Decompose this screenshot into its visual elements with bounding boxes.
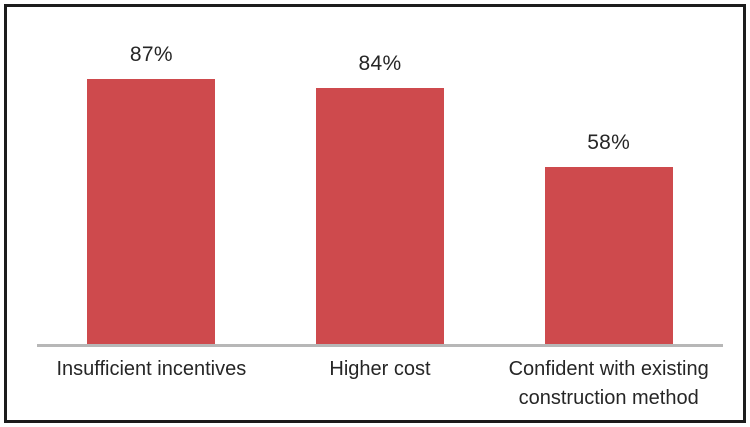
value-label: 58%: [587, 131, 631, 154]
plot-area: 87% 84% 58%: [37, 33, 723, 347]
bar-group-confident-existing-method: 58%: [494, 33, 723, 344]
chart-border-frame: 87% 84% 58% Insufficient incentives High…: [4, 4, 746, 423]
bar: [544, 167, 673, 344]
value-label: 84%: [358, 52, 402, 75]
category-axis: Insufficient incentives Higher cost Conf…: [37, 355, 723, 413]
bar: [87, 79, 216, 344]
category-label-higher-cost: Higher cost: [329, 358, 431, 380]
bar-group-insufficient-incentives: 87%: [37, 33, 266, 344]
bar-group-higher-cost: 84%: [266, 33, 495, 344]
category-label-confident-existing-method: Confident with existing construction met…: [508, 358, 709, 409]
value-label: 87%: [129, 43, 173, 66]
bar: [316, 88, 444, 344]
category-label-insufficient-incentives: Insufficient incentives: [56, 358, 247, 380]
